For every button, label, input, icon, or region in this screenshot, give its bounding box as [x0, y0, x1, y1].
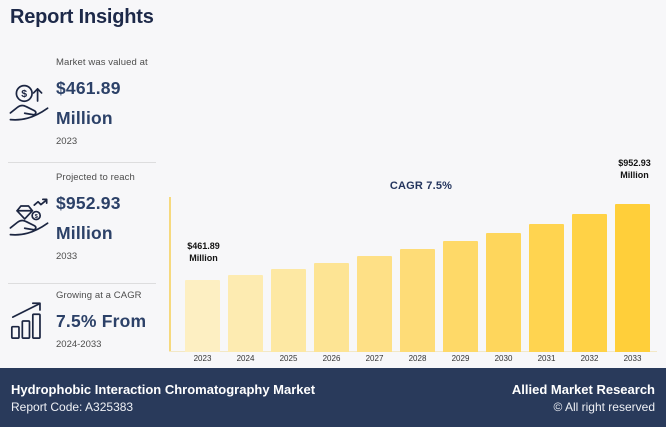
- diamond-value-icon: $: [8, 195, 50, 239]
- footer-left: Hydrophobic Interaction Chromatography M…: [11, 382, 315, 414]
- stat-year: 2023: [56, 136, 78, 148]
- stat-label: Growing at a CAGR: [56, 290, 142, 301]
- brand-name: Allied Market Research: [511, 381, 655, 397]
- x-axis-label-2027: 2027: [365, 354, 384, 363]
- y-axis-line: [169, 197, 171, 352]
- divider: [8, 283, 156, 284]
- bar-2025: [271, 269, 306, 352]
- stat-label: Projected to reach: [56, 172, 135, 183]
- stat-year: 2024-2033: [56, 339, 102, 351]
- stat-text: Projected to reach $952.93 Million 2033: [56, 172, 160, 262]
- x-axis-label-2031: 2031: [537, 354, 556, 363]
- svg-text:$: $: [35, 214, 39, 220]
- page-title: Report Insights: [10, 6, 154, 28]
- first-bar-value-label: $461.89 Million: [168, 241, 239, 264]
- stat-text: Market was valued at $461.89 Million 202…: [56, 57, 160, 147]
- cagr-annotation: CAGR 7.5%: [389, 180, 453, 192]
- divider: [8, 162, 156, 163]
- bar-2026: [314, 262, 349, 352]
- unit-line: Million: [620, 169, 649, 180]
- stat-unit: Million: [56, 108, 113, 129]
- x-axis-label-2033: 2033: [623, 354, 642, 363]
- x-axis-label-2023: 2023: [193, 354, 212, 363]
- growth-chart-icon: [8, 298, 50, 342]
- x-axis-label-2024: 2024: [236, 354, 255, 363]
- stat-year: 2033: [56, 251, 78, 263]
- report-title: Hydrophobic Interaction Chromatography M…: [11, 381, 316, 397]
- x-axis-label-2032: 2032: [580, 354, 599, 363]
- stat-value: $952.93: [56, 193, 121, 213]
- x-axis-label-2026: 2026: [322, 354, 341, 363]
- value-line: $461.89: [187, 241, 220, 251]
- bar-2027: [357, 256, 392, 352]
- stat-projected-value-2033: $ Projected to reach $952.93 Million 203…: [8, 172, 160, 262]
- x-axis-label-2025: 2025: [279, 354, 298, 363]
- x-axis-label-2030: 2030: [494, 354, 513, 363]
- x-axis-label-2029: 2029: [451, 354, 470, 363]
- stat-market-value-2023: $ Market was valued at $461.89 Million 2…: [8, 57, 160, 147]
- footer-bar: Hydrophobic Interaction Chromatography M…: [0, 368, 666, 427]
- stats-sidebar: $ Market was valued at $461.89 Million 2…: [0, 0, 164, 368]
- bar-2028: [400, 248, 435, 352]
- bar-2031: [529, 223, 564, 352]
- bar-2024: [228, 274, 263, 352]
- stat-cagr: Growing at a CAGR 7.5% From 2024-2033: [8, 290, 160, 350]
- bar-2023: [185, 280, 220, 352]
- x-axis-label-2028: 2028: [408, 354, 427, 363]
- bar-2033: [615, 203, 650, 352]
- x-axis-labels: 2023 2024 2025 2026 2027 2028 2029 2030 2031 2032…: [185, 354, 650, 363]
- stat-label: Market was valued at: [56, 57, 148, 68]
- bar-2030: [486, 232, 521, 352]
- stat-unit: Million: [56, 223, 113, 244]
- footer-right: Allied Market Research © All right reser…: [512, 382, 655, 414]
- unit-line: Million: [189, 252, 218, 263]
- money-growth-icon: $: [8, 80, 50, 124]
- copyright: © All right reserved: [553, 399, 655, 414]
- svg-text:$: $: [21, 88, 27, 100]
- stat-value: $461.89: [56, 78, 121, 98]
- market-bar-chart: CAGR 7.5% $461.89 Million $952.93 Millio…: [168, 155, 662, 367]
- bar-2029: [443, 241, 478, 352]
- bar-2032: [572, 214, 607, 352]
- bars-group: [185, 203, 650, 352]
- last-bar-value-label: $952.93 Million: [599, 158, 666, 181]
- stat-value: 7.5% From: [56, 311, 147, 331]
- value-line: $952.93: [618, 158, 651, 168]
- report-code: Report Code: A325383: [11, 399, 134, 414]
- stat-text: Growing at a CAGR 7.5% From 2024-2033: [56, 290, 160, 350]
